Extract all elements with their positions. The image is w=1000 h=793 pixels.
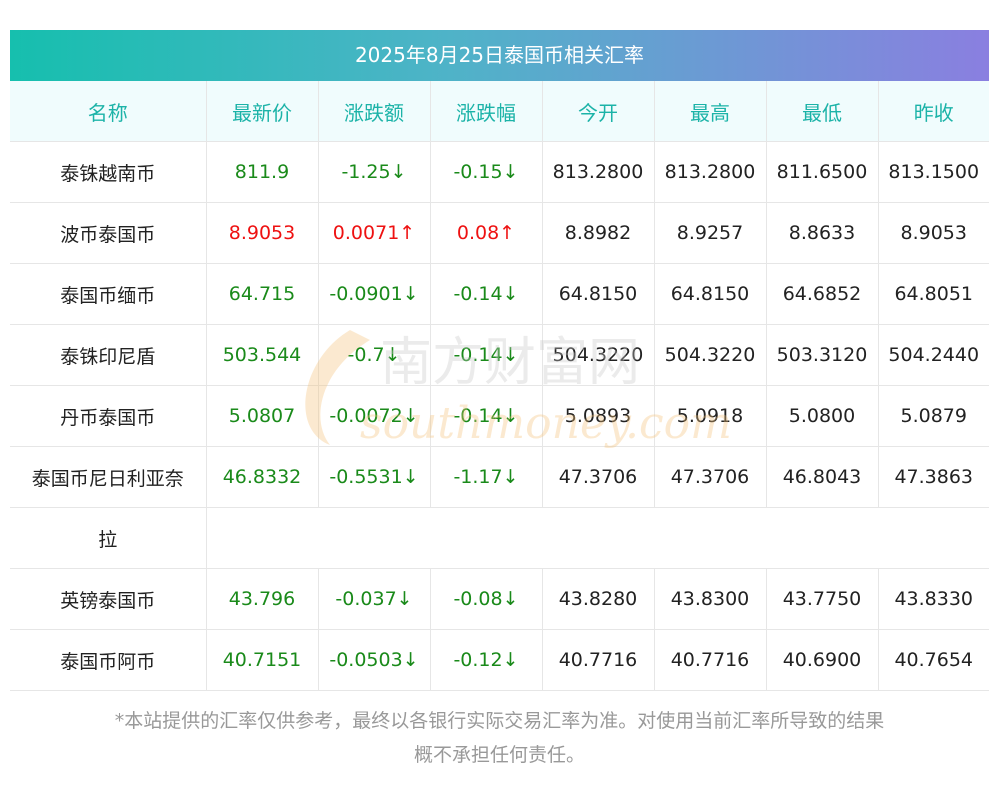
currency-pair-name: 英镑泰国币 [10,568,207,630]
open-price: 47.3706 [542,446,655,508]
col-header-latest: 最新价 [206,81,319,142]
change-percent: -0.14↓ [430,385,543,447]
change-amount: -1.25↓ [318,141,431,203]
latest-price: 46.8332 [206,446,319,508]
prev-close: 8.9053 [878,202,989,264]
change-percent: -0.14↓ [430,263,543,325]
table-row: 丹币泰国币 5.0807 -0.0072↓ -0.14↓ 5.0893 5.0918 5.0… [10,385,989,447]
page-title: 2025年8月25日泰国币相关汇率 [10,30,989,81]
table-row: 泰国币阿币 40.7151 -0.0503↓ -0.12↓ 40.7716 40.7716… [10,629,989,691]
col-header-low: 最低 [766,81,879,142]
prev-close: 504.2440 [878,324,989,386]
col-header-high: 最高 [654,81,767,142]
col-header-name: 名称 [10,81,207,142]
low-price: 64.6852 [766,263,879,325]
col-header-pct: 涨跌幅 [430,81,543,142]
change-percent: -1.17↓ [430,446,543,508]
latest-price: 43.796 [206,568,319,630]
rates-panel: 2025年8月25日泰国币相关汇率 名称 最新价 涨跌额 涨跌幅 今开 最高 最… [10,30,989,691]
change-percent: -0.12↓ [430,629,543,691]
table-row: 泰铢印尼盾 503.544 -0.7↓ -0.14↓ 504.3220 504.3220 5… [10,324,989,386]
open-price: 40.7716 [542,629,655,691]
currency-pair-name: 泰铢印尼盾 [10,324,207,386]
low-price: 8.8633 [766,202,879,264]
high-price: 813.2800 [654,141,767,203]
currency-pair-name: 泰铢越南币 [10,141,207,203]
table-row: 波币泰国币 8.9053 0.0071↑ 0.08↑ 8.8982 8.9257 8.863… [10,202,989,264]
currency-pair-name: 泰国币阿币 [10,629,207,691]
disclaimer-line-1: *本站提供的汇率仅供参考，最终以各银行实际交易汇率为准。对使用当前汇率所导致的结… [114,710,885,732]
change-amount: -0.0072↓ [318,385,431,447]
disclaimer-line-2: 概不承担任何责任。 [413,744,585,766]
col-header-prev: 昨收 [878,81,989,142]
change-amount: -0.037↓ [318,568,431,630]
prev-close: 40.7654 [878,629,989,691]
latest-price: 40.7151 [206,629,319,691]
change-amount: -0.0901↓ [318,263,431,325]
open-price: 8.8982 [542,202,655,264]
latest-price: 64.715 [206,263,319,325]
currency-pair-name: 波币泰国币 [10,202,207,264]
high-price: 47.3706 [654,446,767,508]
disclaimer: *本站提供的汇率仅供参考，最终以各银行实际交易汇率为准。对使用当前汇率所导致的结… [10,704,989,772]
open-price: 813.2800 [542,141,655,203]
table-row: 泰国币尼日利亚奈 46.8332 -0.5531↓ -1.17↓ 47.3706 47.3… [10,446,989,508]
low-price: 43.7750 [766,568,879,630]
currency-pair-name: 拉 [10,507,207,569]
latest-price: 8.9053 [206,202,319,264]
change-percent: -0.15↓ [430,141,543,203]
open-price: 5.0893 [542,385,655,447]
high-price: 43.8300 [654,568,767,630]
currency-pair-name: 丹币泰国币 [10,385,207,447]
wrapped-row-filler [206,507,989,569]
currency-pair-name: 泰国币尼日利亚奈 [10,446,207,508]
col-header-change: 涨跌额 [318,81,431,142]
high-price: 504.3220 [654,324,767,386]
change-amount: -0.7↓ [318,324,431,386]
open-price: 64.8150 [542,263,655,325]
table-row: 英镑泰国币 43.796 -0.037↓ -0.08↓ 43.8280 43.8300 43… [10,568,989,630]
col-header-open: 今开 [542,81,655,142]
low-price: 5.0800 [766,385,879,447]
high-price: 8.9257 [654,202,767,264]
open-price: 43.8280 [542,568,655,630]
low-price: 811.6500 [766,141,879,203]
low-price: 40.6900 [766,629,879,691]
change-amount: -0.5531↓ [318,446,431,508]
high-price: 64.8150 [654,263,767,325]
prev-close: 813.1500 [878,141,989,203]
change-percent: -0.08↓ [430,568,543,630]
table-row: 泰国币缅币 64.715 -0.0901↓ -0.14↓ 64.8150 64.8150 6… [10,263,989,325]
prev-close: 64.8051 [878,263,989,325]
high-price: 5.0918 [654,385,767,447]
prev-close: 47.3863 [878,446,989,508]
currency-pair-name: 泰国币缅币 [10,263,207,325]
change-percent: -0.14↓ [430,324,543,386]
change-amount: -0.0503↓ [318,629,431,691]
high-price: 40.7716 [654,629,767,691]
low-price: 503.3120 [766,324,879,386]
low-price: 46.8043 [766,446,879,508]
latest-price: 5.0807 [206,385,319,447]
prev-close: 43.8330 [878,568,989,630]
latest-price: 503.544 [206,324,319,386]
open-price: 504.3220 [542,324,655,386]
change-amount: 0.0071↑ [318,202,431,264]
rates-table: 名称 最新价 涨跌额 涨跌幅 今开 最高 最低 昨收 泰铢越南币 811.9 -1.… [10,81,989,691]
table-row: 拉 [10,507,989,569]
table-header-row: 名称 最新价 涨跌额 涨跌幅 今开 最高 最低 昨收 [10,81,989,142]
prev-close: 5.0879 [878,385,989,447]
latest-price: 811.9 [206,141,319,203]
table-row: 泰铢越南币 811.9 -1.25↓ -0.15↓ 813.2800 813.2800 81… [10,141,989,203]
change-percent: 0.08↑ [430,202,543,264]
